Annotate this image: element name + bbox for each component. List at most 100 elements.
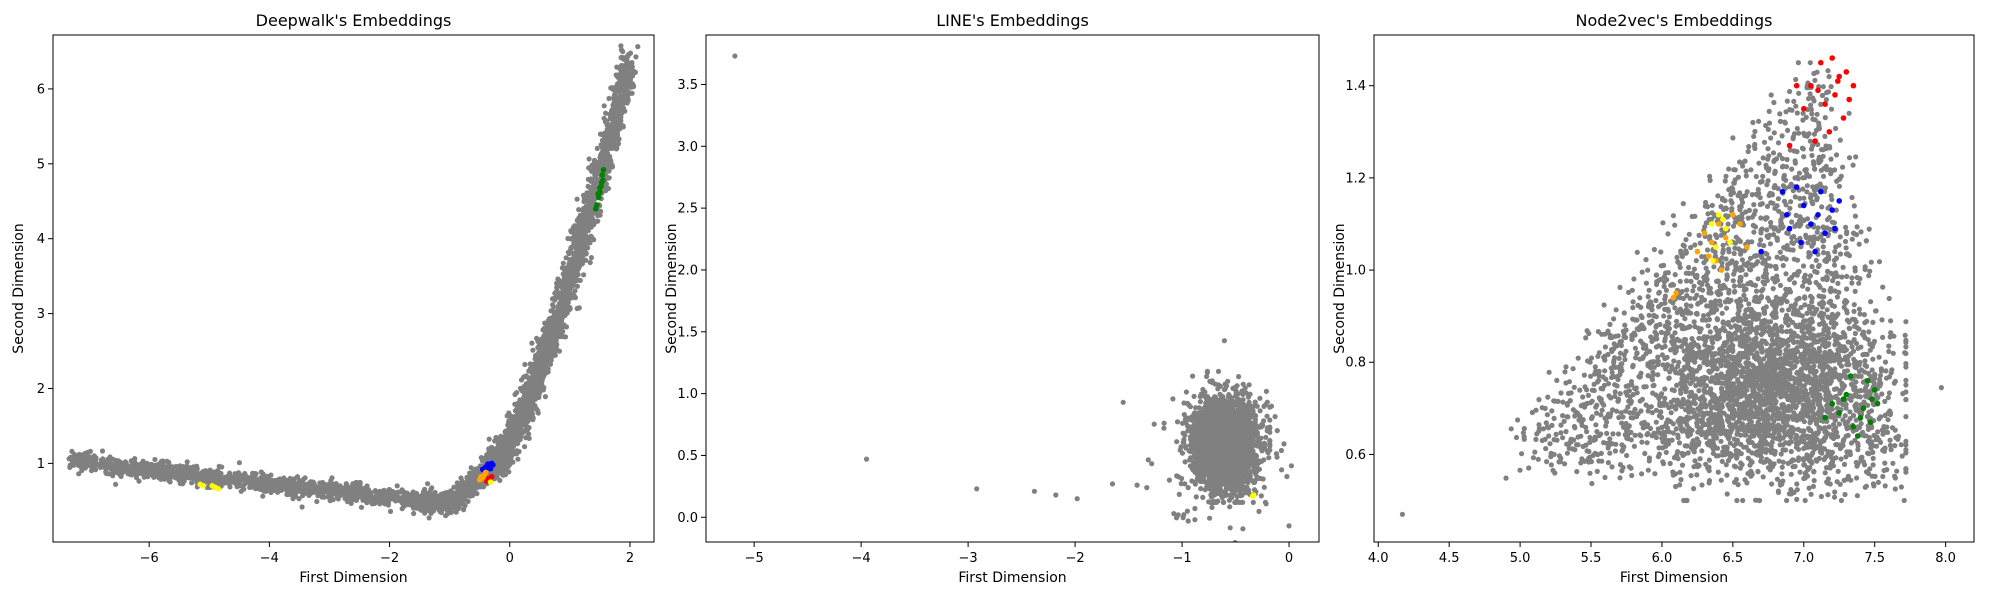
background-point xyxy=(333,491,338,496)
y-tick-label: 3 xyxy=(37,307,45,322)
background-point xyxy=(388,509,393,514)
background-point xyxy=(589,255,594,260)
background-point xyxy=(300,493,305,498)
background-point xyxy=(612,120,617,125)
background-point xyxy=(610,131,615,136)
background-point xyxy=(423,503,428,508)
background-point xyxy=(268,485,273,490)
background-point xyxy=(537,345,542,350)
plot-area xyxy=(732,53,1294,557)
background-point xyxy=(510,448,515,453)
background-point xyxy=(533,371,538,376)
background-point xyxy=(359,493,364,498)
background-point xyxy=(326,494,331,499)
background-point xyxy=(575,197,580,202)
background-point xyxy=(564,255,569,260)
x-tick-label: 2 xyxy=(626,551,634,566)
background-point xyxy=(506,452,511,457)
background-point xyxy=(611,87,616,92)
background-point xyxy=(543,337,548,342)
background-point xyxy=(526,431,531,436)
background-point xyxy=(275,478,280,483)
background-point xyxy=(316,491,321,496)
x-tick-label: 0 xyxy=(506,551,514,566)
background-point xyxy=(436,507,441,512)
background-point xyxy=(380,495,385,500)
background-point xyxy=(133,467,138,472)
background-point xyxy=(570,268,575,273)
background-point xyxy=(386,502,391,507)
background-point xyxy=(619,82,624,87)
background-point xyxy=(448,506,453,511)
background-point xyxy=(502,443,507,448)
background-point xyxy=(465,489,470,494)
background-point xyxy=(620,49,625,54)
background-point xyxy=(324,482,329,487)
background-point xyxy=(340,492,345,497)
background-point xyxy=(505,413,510,418)
background-point xyxy=(527,436,532,441)
background-point xyxy=(359,505,364,510)
background-point xyxy=(536,339,541,344)
chart-title: LINE's Embeddings xyxy=(936,11,1089,30)
background-point xyxy=(452,495,457,500)
background-point xyxy=(99,460,104,465)
data-point xyxy=(595,191,601,197)
background-point xyxy=(540,369,545,374)
background-point xyxy=(381,489,386,494)
background-point xyxy=(67,465,72,470)
background-point xyxy=(411,511,416,516)
background-point xyxy=(248,477,253,482)
background-point xyxy=(570,295,575,300)
background-point xyxy=(550,302,555,307)
background-point xyxy=(305,482,310,487)
background-point xyxy=(549,327,554,332)
background-point xyxy=(460,489,465,494)
background-point xyxy=(443,513,448,518)
background-point xyxy=(623,78,628,83)
background-point xyxy=(616,106,621,111)
background-point xyxy=(375,491,380,496)
background-point xyxy=(85,450,90,455)
background-point xyxy=(598,213,603,218)
background-point xyxy=(541,349,546,354)
background-point xyxy=(472,475,477,480)
plot-area xyxy=(67,43,641,520)
background-point xyxy=(633,70,638,75)
background-point xyxy=(615,99,620,104)
background-point xyxy=(514,414,519,419)
background-point xyxy=(575,284,580,289)
background-point xyxy=(610,113,615,118)
background-point xyxy=(521,397,526,402)
background-point xyxy=(607,175,612,180)
data-point xyxy=(210,483,216,489)
background-point xyxy=(608,160,613,165)
background-point xyxy=(566,300,571,305)
x-tick-label: −6 xyxy=(140,551,159,566)
background-point xyxy=(414,500,419,505)
background-point xyxy=(518,405,523,410)
background-point xyxy=(303,475,308,480)
background-point xyxy=(362,486,367,491)
background-point xyxy=(611,108,616,113)
data-point xyxy=(593,206,599,212)
background-points xyxy=(1146,338,1294,557)
background-point xyxy=(544,342,549,347)
background-point xyxy=(597,162,602,167)
background-point xyxy=(443,503,448,508)
background-point xyxy=(461,497,466,502)
background-point xyxy=(600,132,605,137)
background-point xyxy=(127,472,132,477)
x-axis-label: First Dimension xyxy=(958,570,1066,586)
background-point xyxy=(76,471,81,476)
y-tick-label: 1 xyxy=(37,457,45,472)
background-point xyxy=(167,478,172,483)
background-point xyxy=(495,463,500,468)
background-point xyxy=(354,498,359,503)
data-point xyxy=(597,185,603,191)
background-point xyxy=(392,496,397,501)
background-point xyxy=(300,504,305,509)
background-point xyxy=(219,464,224,469)
background-point xyxy=(514,448,519,453)
